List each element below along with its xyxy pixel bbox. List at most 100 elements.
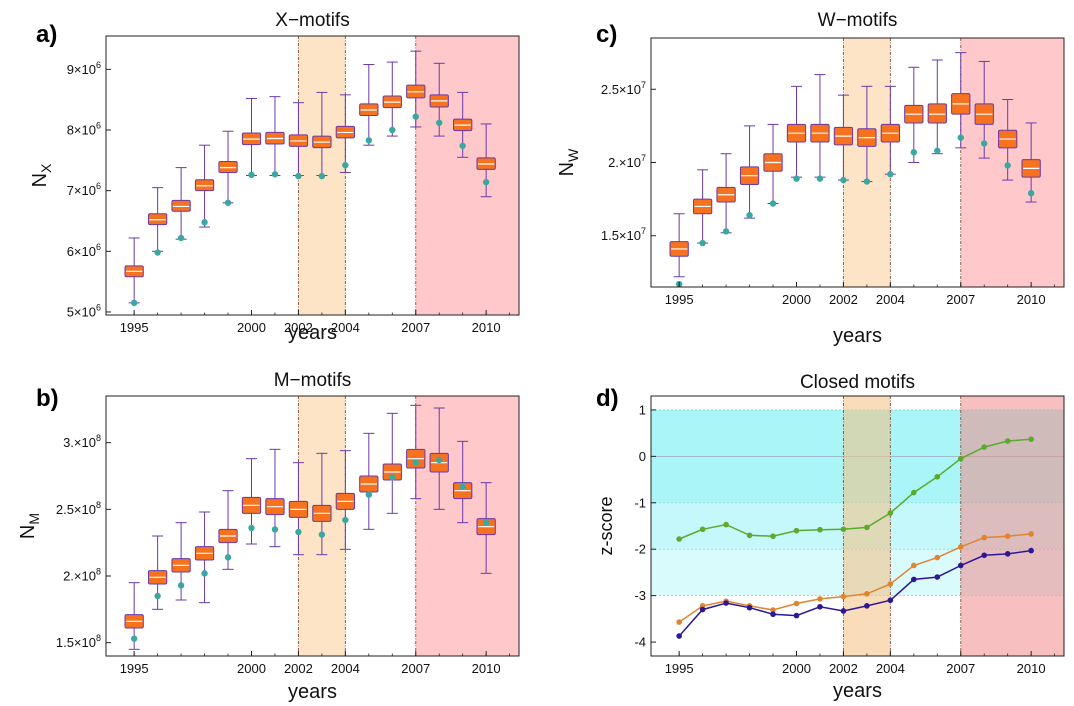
- series-point-purple: [864, 603, 870, 609]
- empirical-point: [365, 137, 373, 144]
- series-point-purple: [840, 608, 847, 614]
- series-point-purple: [934, 574, 941, 580]
- y-tick-label: 1.5×107: [601, 226, 646, 243]
- empirical-point: [248, 524, 255, 532]
- series-point-purple: [1004, 551, 1011, 557]
- box-2005: [359, 64, 379, 146]
- y-tick-label: 2.×107: [608, 153, 646, 170]
- empirical-point: [459, 483, 466, 490]
- y-tick-label: 2.5×107: [601, 80, 646, 97]
- series-point-orange: [934, 554, 941, 561]
- box-2002: [288, 102, 309, 180]
- y-tick-label: 6×106: [67, 242, 101, 259]
- series-point-orange: [817, 596, 823, 602]
- panel-letter: b): [36, 385, 59, 412]
- empirical-point: [769, 200, 777, 207]
- series-point-purple: [676, 633, 682, 639]
- series-point-orange: [864, 590, 870, 597]
- plot-area: [124, 396, 519, 656]
- empirical-point: [887, 171, 894, 178]
- plot-frame: [105, 395, 520, 657]
- x-tick-label: 2000: [237, 661, 266, 676]
- x-tick-label: 2004: [331, 661, 360, 676]
- empirical-point: [130, 635, 138, 642]
- empirical-point: [699, 239, 706, 247]
- x-tick-label: 2002: [829, 661, 858, 676]
- highlight-band-red: [415, 36, 519, 315]
- box-1995: [669, 213, 689, 287]
- highlight-band-red: [960, 38, 1064, 287]
- y-tick-label: -4: [634, 635, 646, 650]
- box-1996: [147, 535, 168, 610]
- box-2006: [382, 412, 402, 514]
- x-tick-label: 2002: [284, 320, 313, 335]
- box-2002: [288, 462, 309, 556]
- box-2006: [382, 61, 402, 137]
- empirical-point: [957, 134, 964, 141]
- box-1995: [124, 582, 144, 650]
- x-axis-label: years: [288, 322, 337, 344]
- empirical-point: [793, 175, 800, 182]
- empirical-point: [177, 582, 185, 589]
- empirical-point: [365, 491, 373, 498]
- y-tick-label: 9×106: [67, 60, 101, 77]
- series-point-purple: [1028, 547, 1034, 554]
- x-tick-label: 1995: [665, 661, 694, 676]
- empirical-point: [201, 570, 208, 577]
- box-2009: [453, 440, 473, 524]
- series-point-green: [981, 444, 988, 450]
- empirical-point: [342, 161, 349, 169]
- box-2007: [406, 50, 426, 128]
- empirical-point: [412, 459, 419, 466]
- x-tick-label: 2004: [876, 292, 905, 307]
- panel-title: W−motifs: [818, 10, 898, 31]
- y-axis-label: NX: [29, 163, 54, 187]
- y-axis-label: NW: [556, 148, 581, 176]
- series-point-purple: [770, 611, 776, 618]
- box-1999: [218, 130, 238, 206]
- y-tick-label: 1.5×108: [56, 633, 101, 650]
- highlight-band-red: [960, 396, 1064, 656]
- box-2008: [974, 60, 994, 159]
- box-1999: [218, 490, 238, 570]
- series-point-green: [1028, 436, 1034, 442]
- box-body: [147, 213, 168, 226]
- x-tick-label: 2002: [284, 661, 313, 676]
- empirical-point: [271, 526, 279, 533]
- empirical-point: [177, 234, 185, 242]
- empirical-point: [295, 528, 302, 536]
- series-point-orange: [1004, 533, 1011, 540]
- x-tick-label: 1995: [120, 320, 149, 335]
- empirical-point: [389, 474, 396, 481]
- series-point-green: [699, 526, 706, 533]
- box-2007: [951, 52, 971, 149]
- series-point-green: [1004, 438, 1011, 444]
- series-point-green: [817, 526, 823, 533]
- series-point-orange: [793, 600, 800, 607]
- series-point-purple: [817, 603, 823, 610]
- empirical-point: [863, 178, 871, 185]
- series-point-green: [723, 521, 729, 528]
- series-point-orange: [1028, 531, 1034, 537]
- box-2004: [335, 450, 356, 550]
- panel-letter: d): [596, 385, 619, 412]
- box-1996: [147, 187, 168, 256]
- plot-area: [669, 38, 1064, 287]
- series-point-green: [957, 455, 964, 462]
- empirical-point: [154, 592, 161, 600]
- series-point-orange: [676, 619, 682, 625]
- series-point-purple: [887, 597, 894, 604]
- box-2005: [904, 66, 924, 163]
- box-1998: [194, 511, 215, 604]
- empirical-point: [130, 299, 138, 307]
- empirical-point: [934, 147, 941, 154]
- series-point-orange: [911, 562, 917, 569]
- series-point-orange: [981, 534, 988, 541]
- empirical-point: [910, 149, 918, 156]
- series-point-purple: [699, 606, 706, 613]
- series-point-green: [840, 526, 847, 533]
- box-2000: [241, 97, 262, 179]
- box-2006: [927, 59, 947, 155]
- empirical-point: [271, 171, 279, 178]
- x-tick-label: 2007: [946, 661, 975, 676]
